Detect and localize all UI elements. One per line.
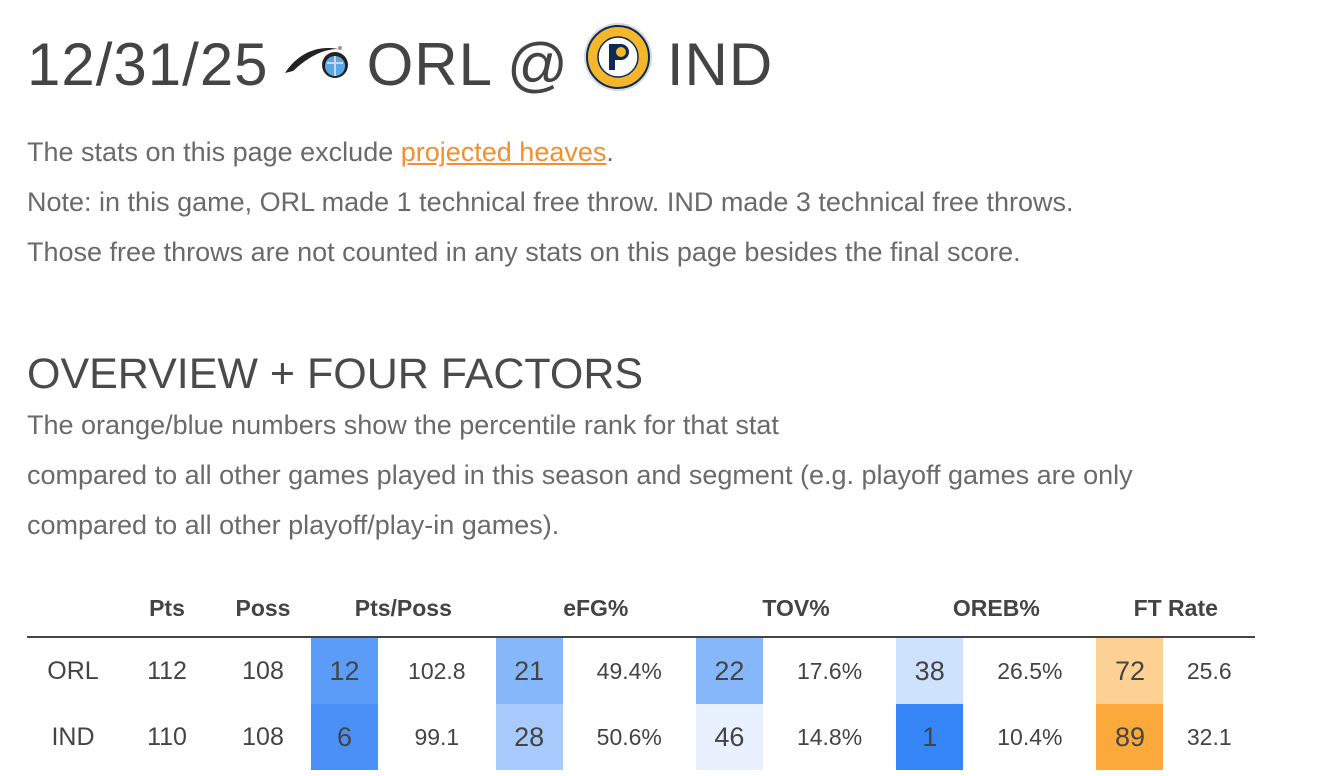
col-team [27,580,119,638]
col-poss: Poss [215,580,311,638]
pts: 112 [147,656,187,685]
col-tov: TOV% [695,580,897,638]
tov-value: 17.6% [796,657,863,684]
ft-percentile: 89 [1096,704,1164,770]
pts: 110 [147,722,187,751]
efg-percentile: 21 [495,637,563,704]
at-sign: @ [506,30,569,98]
col-efg: eFG% [495,580,696,638]
efg-percentile: 28 [495,704,563,770]
oreb-value: 10.4% [997,723,1063,750]
team: ORL [47,656,99,685]
ft-value: 32.1 [1186,723,1232,750]
orlando-magic-logo [283,30,353,99]
col-oreb: OREB% [896,580,1097,638]
heaves-note: The stats on this page exclude projected… [27,137,614,168]
tov-percentile: 22 [695,637,763,704]
tov-value: 14.8% [796,723,863,750]
col-pts: Pts [119,580,215,638]
table-row: ORL 112 108 12 102.8 21 49.4% 22 17.6% 38 26.5% 72 2… [27,637,1255,704]
section-desc-3: compared to all other playoff/play-in ga… [27,510,560,540]
projected-heaves-link[interactable]: projected heaves [400,137,607,167]
efg-value: 50.6% [596,723,662,750]
col-ftrate: FT Rate [1096,580,1255,638]
four-factors-table: Pts Poss Pts/Poss eFG% TOV% OREB% FT Rat… [27,580,1255,770]
away-team: ORL [366,30,493,98]
oreb-percentile: 38 [896,637,964,704]
section-title: OVERVIEW + FOUR FACTORS [27,350,644,398]
tov-percentile: 46 [695,704,763,770]
ptsposs-value: 99.1 [414,723,460,750]
technical-ft-note-2: Those free throws are not counted in any… [27,237,1021,267]
page-title: 12/31/25 ORL @ IND [27,22,773,106]
team: IND [51,722,95,751]
game-date: 12/31/25 [27,30,269,98]
home-team: IND [666,30,774,98]
table-row: IND 110 108 6 99.1 28 50.6% 46 14.8% 1 10.4% 89 32.1 [27,704,1255,770]
oreb-percentile: 1 [896,704,964,770]
technical-ft-note: Note: in this game, ORL made 1 technical… [27,187,1074,217]
col-ptsposs: Pts/Poss [311,580,496,638]
note-text: The stats on this page exclude [27,137,401,167]
note-text-end: . [606,137,614,167]
section-desc-1: The orange/blue numbers show the percent… [27,410,779,440]
ptsposs-percentile: 12 [311,637,378,704]
section-desc-2: compared to all other games played in th… [27,460,1133,490]
ptsposs-percentile: 6 [311,704,378,770]
ft-percentile: 72 [1096,637,1164,704]
ft-value: 25.6 [1186,657,1232,684]
poss: 108 [242,656,284,685]
poss: 108 [242,722,284,751]
efg-value: 49.4% [596,657,662,684]
oreb-value: 26.5% [997,657,1063,684]
indiana-pacers-logo [583,22,653,106]
table-header: Pts Poss Pts/Poss eFG% TOV% OREB% FT Rat… [27,580,1255,638]
ptsposs-value: 102.8 [408,657,466,684]
